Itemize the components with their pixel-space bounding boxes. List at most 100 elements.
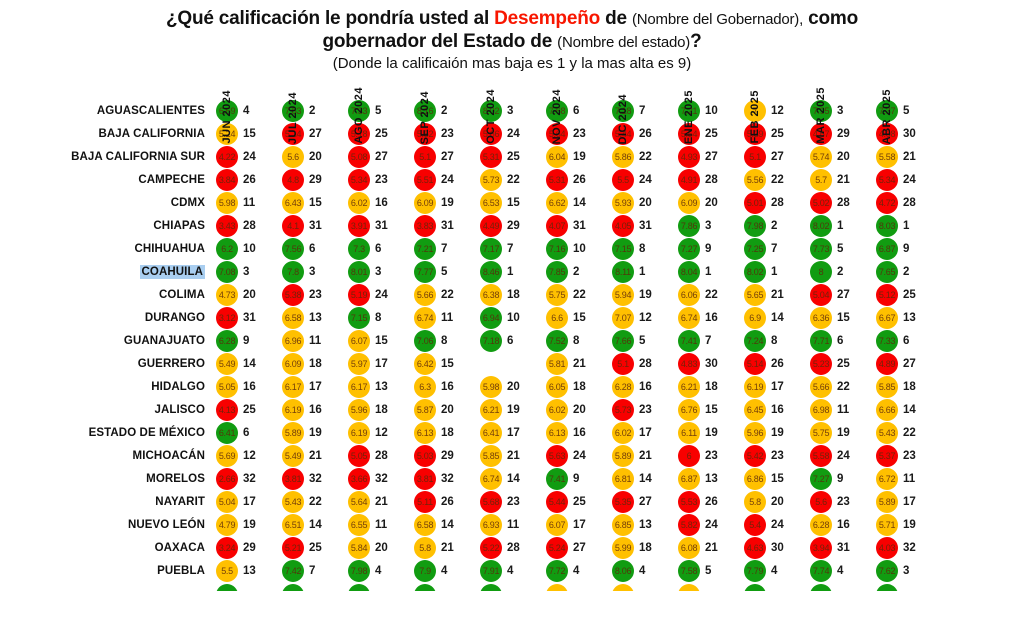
rating-cell: 6.02 17 [608, 421, 674, 444]
rank-value: 27 [705, 150, 718, 163]
rating-cell: 5.38 23 [278, 283, 344, 306]
rating-cell: 5.4 24 [740, 513, 806, 536]
rating-circle-yellow: 5.8 [744, 490, 766, 513]
rating-circle-yellow: 6.21 [678, 375, 700, 398]
rating-circle-green: 7.56 [282, 237, 304, 260]
rank-value: 25 [903, 288, 916, 301]
rating-circle-red: 4.22 [216, 145, 238, 168]
rating-cell: 7.83 2 [278, 99, 344, 122]
rating-circle-yellow: 5.24 [216, 122, 238, 145]
rating-cell: 6.9 14 [740, 306, 806, 329]
state-label-text: NUEVO LEÓN [127, 518, 205, 531]
rank-value: 26 [771, 357, 784, 370]
rating-cell: 8.03 1 [872, 214, 938, 237]
rank-value: 3 [705, 219, 712, 232]
rating-cell: 7.71 6 [806, 329, 872, 352]
rating-cell: 3.94 31 [806, 536, 872, 559]
rank-value: 4 [837, 564, 844, 577]
rank-value: 14 [309, 518, 322, 531]
rating-cell: 7.15 8 [344, 306, 410, 329]
rank-value: 19 [243, 518, 256, 531]
rating-cell: 5.23 25 [806, 352, 872, 375]
rank-value: 29 [441, 449, 454, 462]
rating-cell: 6.13 18 [410, 421, 476, 444]
rating-circle-green: 7.15 [612, 237, 634, 260]
rating-circle-yellow: 6.36 [810, 306, 832, 329]
rating-circle-yellow: 6.19 [282, 398, 304, 421]
rating-circle-red: 5.31 [480, 145, 502, 168]
rating-circle-yellow: 6.81 [612, 467, 634, 490]
rating-cell: 5.34 23 [344, 168, 410, 191]
rating-circle-yellow: 4.73 [216, 283, 238, 306]
rating-cell: 5.04 17 [212, 490, 278, 513]
rating-circle-green: 7.42 [282, 559, 304, 582]
chart-title: ¿Qué calificación le pondría usted al De… [0, 0, 1024, 74]
rank-value: 8 [771, 334, 778, 347]
state-label-nuevo-león: NUEVO LEÓN [0, 513, 212, 536]
rating-cell: 6.28 16 [806, 513, 872, 536]
rank-value: 18 [375, 403, 388, 416]
rating-circle-green: 7.91 [480, 559, 502, 582]
rating-cell: 7.58 5 [674, 559, 740, 582]
rank-value: 18 [903, 380, 916, 393]
rank-value: 20 [771, 495, 784, 508]
rating-cell: 4.8 29 [278, 168, 344, 191]
rating-cell: 3.24 29 [212, 536, 278, 559]
rank-value: 6 [507, 334, 514, 347]
rating-cell: 5.7 21 [806, 168, 872, 191]
rating-circle-yellow: 5.75 [810, 421, 832, 444]
rating-cell: 6.55 11 [344, 513, 410, 536]
rank-value: 27 [837, 288, 850, 301]
rating-circle-yellow: 6.67 [876, 306, 898, 329]
rating-cell: 5.93 20 [608, 191, 674, 214]
state-label-campeche: CAMPECHE [0, 168, 212, 191]
rank-value: 16 [573, 426, 586, 439]
rating-cell: 5.42 23 [740, 444, 806, 467]
rating-cell: 6.93 11 [476, 513, 542, 536]
title-governor-placeholder: (Nombre del Gobernador), [631, 11, 804, 28]
rating-cell: 6.87 13 [674, 467, 740, 490]
rank-value: 16 [441, 380, 454, 393]
state-label-durango: DURANGO [0, 306, 212, 329]
rating-circle-yellow: 5.74 [810, 145, 832, 168]
rank-value: 25 [573, 495, 586, 508]
rating-cell: 6.58 13 [278, 306, 344, 329]
partial-rating-cell [278, 582, 344, 591]
rank-value: 8 [375, 311, 382, 324]
rating-circle-red: 5.03 [414, 444, 436, 467]
rank-value: 15 [309, 196, 322, 209]
state-label-text: DURANGO [144, 311, 205, 324]
rating-cell: 6.74 14 [476, 467, 542, 490]
rating-cell: 7.98 2 [740, 214, 806, 237]
partial-rating-cell [740, 582, 806, 591]
rating-circle-yellow: 6.3 [414, 375, 436, 398]
rating-cell: 7.77 5 [410, 260, 476, 283]
rank-value: 28 [771, 196, 784, 209]
rank-value: 11 [837, 403, 850, 416]
rank-value: 29 [243, 541, 256, 554]
rating-circle-red: 5.24 [546, 536, 568, 559]
rank-value: 23 [507, 495, 520, 508]
rank-value: 16 [375, 196, 388, 209]
rank-value: 28 [837, 196, 850, 209]
rating-circle-green: 6.2 [216, 237, 238, 260]
rank-value: 28 [507, 541, 520, 554]
rank-value: 9 [837, 472, 844, 485]
rank-value: 22 [441, 288, 454, 301]
rating-circle-yellow: 5.73 [480, 168, 502, 191]
rating-circle-red: 6 [678, 444, 700, 467]
rating-circle-red: 5.63 [546, 444, 568, 467]
rating-circle-red: 3.24 [216, 536, 238, 559]
rank-value: 30 [903, 127, 916, 140]
rating-circle-red: 4.1 [282, 214, 304, 237]
rating-cell: 6.85 13 [608, 513, 674, 536]
rank-value: 27 [573, 541, 586, 554]
rank-value: 10 [507, 311, 520, 324]
rating-circle-yellow: 6.09 [282, 352, 304, 375]
rating-circle-green: 7.16 [546, 237, 568, 260]
rating-circle-green: 8.16 [414, 99, 436, 122]
rating-cell: 5.68 23 [476, 490, 542, 513]
rank-value: 9 [903, 242, 910, 255]
rating-circle-yellow: 6.17 [348, 375, 370, 398]
rating-circle-yellow: 4.79 [216, 513, 238, 536]
